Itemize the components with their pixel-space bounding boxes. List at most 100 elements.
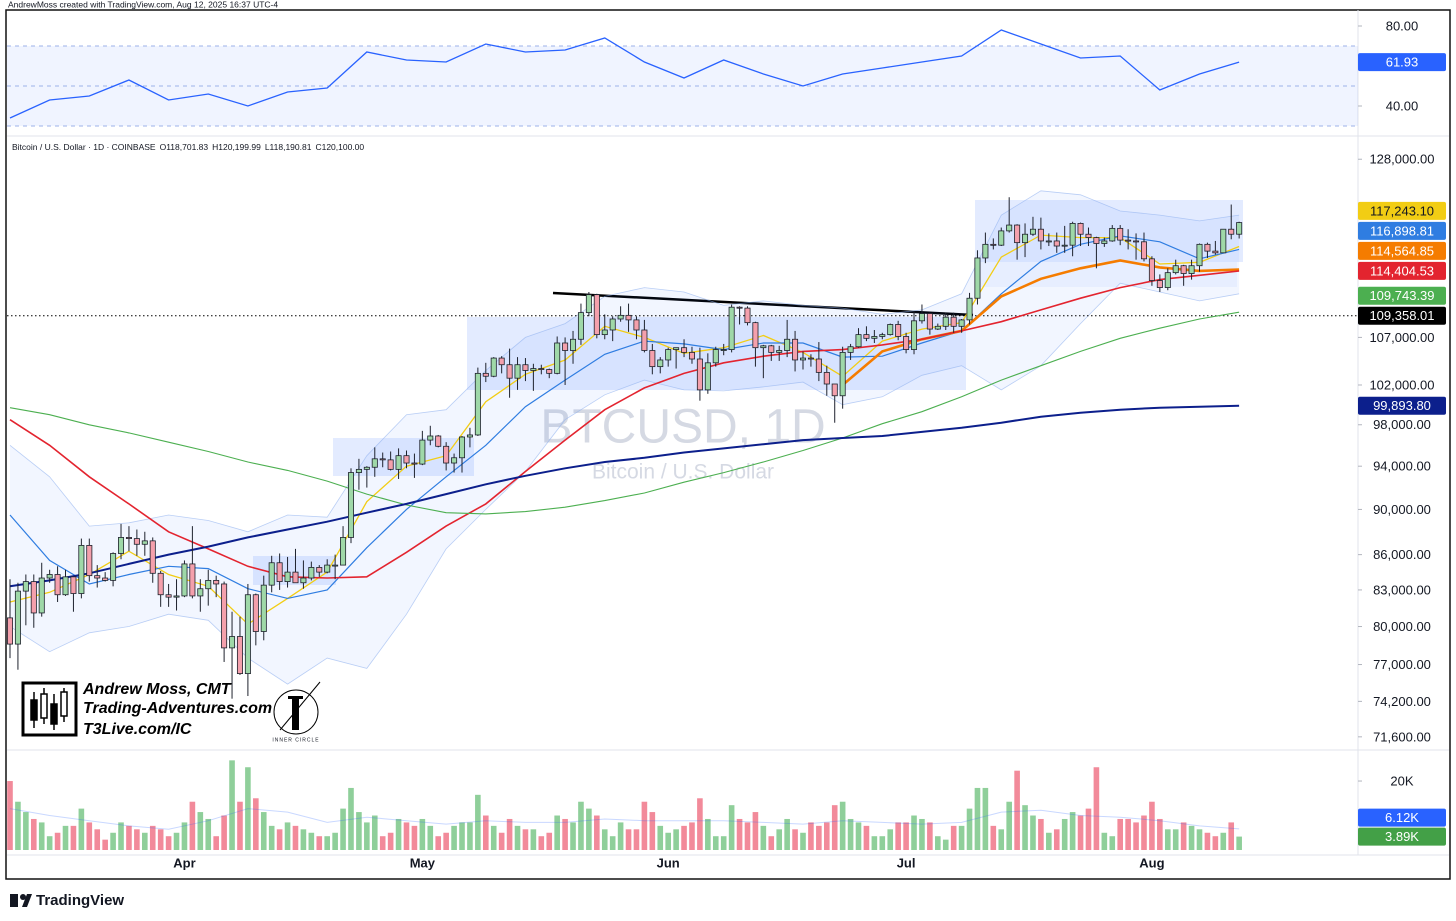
candle-body bbox=[149, 540, 156, 574]
volume-bar bbox=[1038, 818, 1044, 850]
candle-body bbox=[1029, 228, 1036, 235]
candle-body bbox=[7, 617, 13, 645]
volume-bar bbox=[23, 812, 29, 850]
candle-body bbox=[831, 383, 838, 397]
volume-bar bbox=[1164, 829, 1171, 850]
volume-bar bbox=[895, 822, 901, 850]
volume-bar bbox=[1228, 822, 1235, 850]
volume-bar bbox=[800, 832, 806, 850]
ohlc: C120,100.00 bbox=[315, 142, 364, 152]
candle-body bbox=[260, 584, 267, 632]
candle-body bbox=[752, 322, 759, 349]
candle-body bbox=[22, 581, 29, 592]
volume-bar bbox=[157, 829, 164, 850]
watermark: BTCUSD, 1D Bitcoin / U.S. Dollar bbox=[540, 401, 825, 484]
candle-body bbox=[125, 537, 132, 539]
footer-logo bbox=[22, 894, 32, 907]
volume-bar bbox=[982, 787, 989, 850]
candle-body bbox=[744, 307, 751, 324]
volume-bar bbox=[451, 825, 457, 850]
volume-bar bbox=[1061, 818, 1068, 850]
candle-body bbox=[966, 297, 973, 321]
candle-body bbox=[688, 351, 695, 360]
candle-body bbox=[950, 316, 957, 327]
volume-bar bbox=[538, 836, 545, 850]
volume-bar bbox=[903, 822, 909, 850]
volume-bar bbox=[1149, 801, 1155, 850]
volume-bar bbox=[736, 818, 743, 850]
volume-bar bbox=[221, 815, 227, 850]
rsi-value-label: 61.93 bbox=[1386, 55, 1419, 70]
volume-bar bbox=[744, 822, 751, 850]
x-tick-label: Jul bbox=[897, 855, 916, 870]
candle-body bbox=[466, 434, 473, 438]
volume-bar bbox=[1204, 832, 1211, 850]
candle-body bbox=[197, 588, 204, 597]
candle-body bbox=[173, 595, 180, 598]
volume-bar bbox=[189, 801, 196, 850]
volume-bar bbox=[855, 822, 862, 850]
candle-body bbox=[1156, 280, 1163, 288]
volume-bar bbox=[847, 818, 854, 850]
volume-bar bbox=[268, 825, 275, 850]
volume-bar bbox=[823, 822, 830, 850]
volume-bar bbox=[403, 822, 410, 850]
candle-body bbox=[276, 562, 283, 582]
x-tick-label: Jun bbox=[657, 855, 680, 870]
y-tick-label: 107,000.00 bbox=[1369, 330, 1434, 345]
volume-bar bbox=[1046, 832, 1052, 850]
footer: TradingView bbox=[10, 892, 124, 909]
volume-bar bbox=[459, 822, 465, 850]
volume-bar bbox=[181, 822, 188, 850]
candle-body bbox=[411, 462, 418, 465]
candle-body bbox=[546, 369, 553, 374]
candle-body bbox=[371, 458, 378, 468]
volume-bar bbox=[475, 794, 481, 850]
candle-body bbox=[942, 316, 949, 327]
candle-body bbox=[1061, 244, 1068, 247]
candle-body bbox=[1101, 240, 1108, 244]
volume-bar bbox=[54, 832, 61, 850]
candle-body bbox=[110, 553, 117, 581]
candle-body bbox=[1140, 241, 1147, 260]
candle-body bbox=[807, 357, 814, 360]
candle-body bbox=[974, 257, 981, 299]
candle-body bbox=[474, 372, 481, 436]
ma-value-label: 116,898.81 bbox=[1370, 223, 1434, 238]
candle-body bbox=[1085, 233, 1092, 238]
volume-bar bbox=[1069, 812, 1076, 850]
volume-bar bbox=[1053, 829, 1060, 850]
candle-body bbox=[459, 436, 466, 459]
y-tick-label: 77,000.00 bbox=[1373, 657, 1431, 672]
volume-bar bbox=[1196, 829, 1203, 850]
volume-bar bbox=[720, 836, 727, 850]
volume-bar bbox=[467, 822, 473, 850]
candle-body bbox=[308, 567, 315, 579]
candle-body bbox=[1006, 224, 1013, 232]
candle-body bbox=[1117, 227, 1124, 241]
volume-bar bbox=[126, 825, 132, 850]
y-tick-label: 128,000.00 bbox=[1369, 152, 1434, 167]
volume-bar bbox=[316, 836, 323, 850]
candle-body bbox=[863, 334, 870, 339]
candle-body bbox=[1188, 265, 1195, 274]
volume-bar bbox=[134, 829, 140, 850]
volume-bar bbox=[958, 825, 965, 850]
brand-site: Trading-Adventures.com bbox=[83, 700, 272, 717]
volume-bar bbox=[1093, 767, 1100, 850]
volume-bar bbox=[919, 818, 925, 850]
candle-body bbox=[990, 243, 997, 246]
candle-body bbox=[157, 572, 164, 596]
volume-bar bbox=[46, 836, 53, 850]
moving-average bbox=[9, 270, 1240, 579]
volume-bar bbox=[1172, 829, 1179, 850]
volume-bar bbox=[427, 825, 434, 850]
volume-bar bbox=[1006, 801, 1012, 850]
volume-bar bbox=[419, 818, 426, 850]
candle-body bbox=[982, 243, 989, 259]
volume-bar bbox=[839, 801, 846, 850]
y-tick-label: 90,000.00 bbox=[1373, 502, 1431, 517]
volume-bar bbox=[554, 815, 560, 850]
volume-bar bbox=[38, 822, 45, 850]
candle-body bbox=[387, 459, 394, 470]
